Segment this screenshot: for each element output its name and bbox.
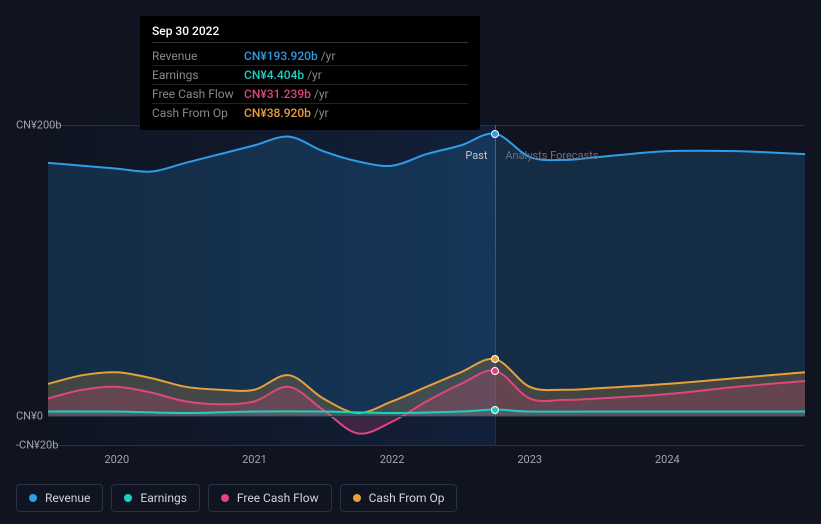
financials-chart[interactable]: 20202021202220232024PastAnalysts Forecas… <box>16 125 805 445</box>
legend-item-earnings[interactable]: Earnings <box>111 484 200 512</box>
y-axis-label: CN¥200b <box>16 119 62 132</box>
chart-legend: Revenue Earnings Free Cash Flow Cash From O… <box>16 484 457 512</box>
tooltip-row: RevenueCN¥193.920b/yr <box>152 47 468 66</box>
fcf-marker <box>491 367 499 375</box>
legend-label: Revenue <box>45 491 90 505</box>
chart-tooltip: Sep 30 2022 RevenueCN¥193.920b/yrEarning… <box>140 16 480 130</box>
y-axis-label: CN¥0 <box>16 409 43 422</box>
earnings-marker <box>491 406 499 414</box>
y-axis-label: -CN¥20b <box>16 439 58 452</box>
legend-dot-icon <box>29 494 37 502</box>
tooltip-metric-label: Free Cash Flow <box>152 87 244 101</box>
legend-dot-icon <box>124 494 132 502</box>
tooltip-metric-unit: /yr <box>314 87 329 101</box>
tooltip-row: Free Cash FlowCN¥31.239b/yr <box>152 85 468 104</box>
tooltip-metric-value: CN¥4.404b <box>244 68 304 82</box>
legend-item-revenue[interactable]: Revenue <box>16 484 103 512</box>
legend-item-fcf[interactable]: Free Cash Flow <box>208 484 332 512</box>
tooltip-row: Cash From OpCN¥38.920b/yr <box>152 104 468 122</box>
tooltip-metric-value: CN¥31.239b <box>244 87 311 101</box>
past-forecast-divider <box>495 125 496 445</box>
x-axis-label: 2023 <box>517 453 542 466</box>
tooltip-metric-unit: /yr <box>307 68 322 82</box>
gridline <box>48 416 805 417</box>
tooltip-metric-label: Cash From Op <box>152 106 244 120</box>
legend-label: Earnings <box>140 491 187 505</box>
tooltip-metric-label: Earnings <box>152 68 244 82</box>
tooltip-date: Sep 30 2022 <box>152 24 468 43</box>
x-axis-label: 2024 <box>655 453 680 466</box>
legend-label: Cash From Op <box>369 491 445 505</box>
tooltip-metric-value: CN¥193.920b <box>244 49 318 63</box>
x-axis-label: 2021 <box>242 453 267 466</box>
x-axis-label: 2020 <box>104 453 129 466</box>
tooltip-metric-value: CN¥38.920b <box>244 106 311 120</box>
forecast-label: Analysts Forecasts <box>505 149 598 162</box>
legend-dot-icon <box>353 494 361 502</box>
revenue-marker <box>491 130 499 138</box>
legend-item-cashop[interactable]: Cash From Op <box>340 484 458 512</box>
x-axis-label: 2022 <box>380 453 405 466</box>
legend-dot-icon <box>221 494 229 502</box>
revenue-area <box>48 133 805 415</box>
tooltip-metric-unit: /yr <box>314 106 329 120</box>
tooltip-metric-label: Revenue <box>152 49 244 63</box>
past-label: Past <box>465 149 487 162</box>
chart-svg <box>48 125 805 445</box>
tooltip-row: EarningsCN¥4.404b/yr <box>152 66 468 85</box>
cashop-marker <box>491 355 499 363</box>
gridline <box>48 445 805 446</box>
tooltip-metric-unit: /yr <box>321 49 336 63</box>
legend-label: Free Cash Flow <box>237 491 319 505</box>
